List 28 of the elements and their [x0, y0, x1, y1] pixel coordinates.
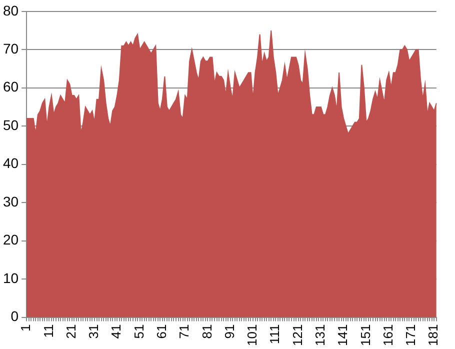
y-tick-label: 10 — [2, 270, 19, 286]
x-tick-label: 141 — [335, 324, 350, 346]
y-tick-label: 0 — [10, 308, 19, 324]
x-tick-label: 161 — [380, 324, 396, 346]
x-tick-label: 61 — [154, 324, 170, 339]
x-tick-label: 91 — [222, 324, 237, 339]
x-tick-label: 181 — [426, 324, 441, 346]
x-tick-label: 1 — [18, 324, 34, 332]
y-tick-label: 50 — [2, 116, 19, 133]
y-tick-label: 80 — [2, 2, 19, 18]
x-tick-label: 81 — [199, 324, 214, 339]
y-tick-label: 40 — [2, 155, 19, 172]
x-tick-label: 71 — [176, 324, 192, 339]
x-tick-label: 21 — [63, 324, 78, 339]
y-tick-label: 20 — [2, 232, 19, 248]
x-tick-label: 151 — [358, 324, 373, 346]
x-tick-label: 171 — [403, 324, 418, 346]
x-tick-label: 131 — [312, 324, 328, 346]
x-tick-label: 51 — [131, 324, 146, 339]
x-tick-label: 111 — [267, 324, 282, 344]
x-tick-label: 31 — [86, 324, 102, 339]
y-tick-label: 60 — [2, 78, 19, 95]
x-tick-label: 101 — [244, 324, 260, 346]
y-tick-label: 30 — [2, 193, 19, 210]
y-tick-label: 70 — [2, 40, 19, 56]
x-tick-label: 11 — [40, 324, 56, 338]
x-tick-label: 121 — [290, 324, 305, 346]
x-tick-label: 41 — [108, 324, 124, 339]
